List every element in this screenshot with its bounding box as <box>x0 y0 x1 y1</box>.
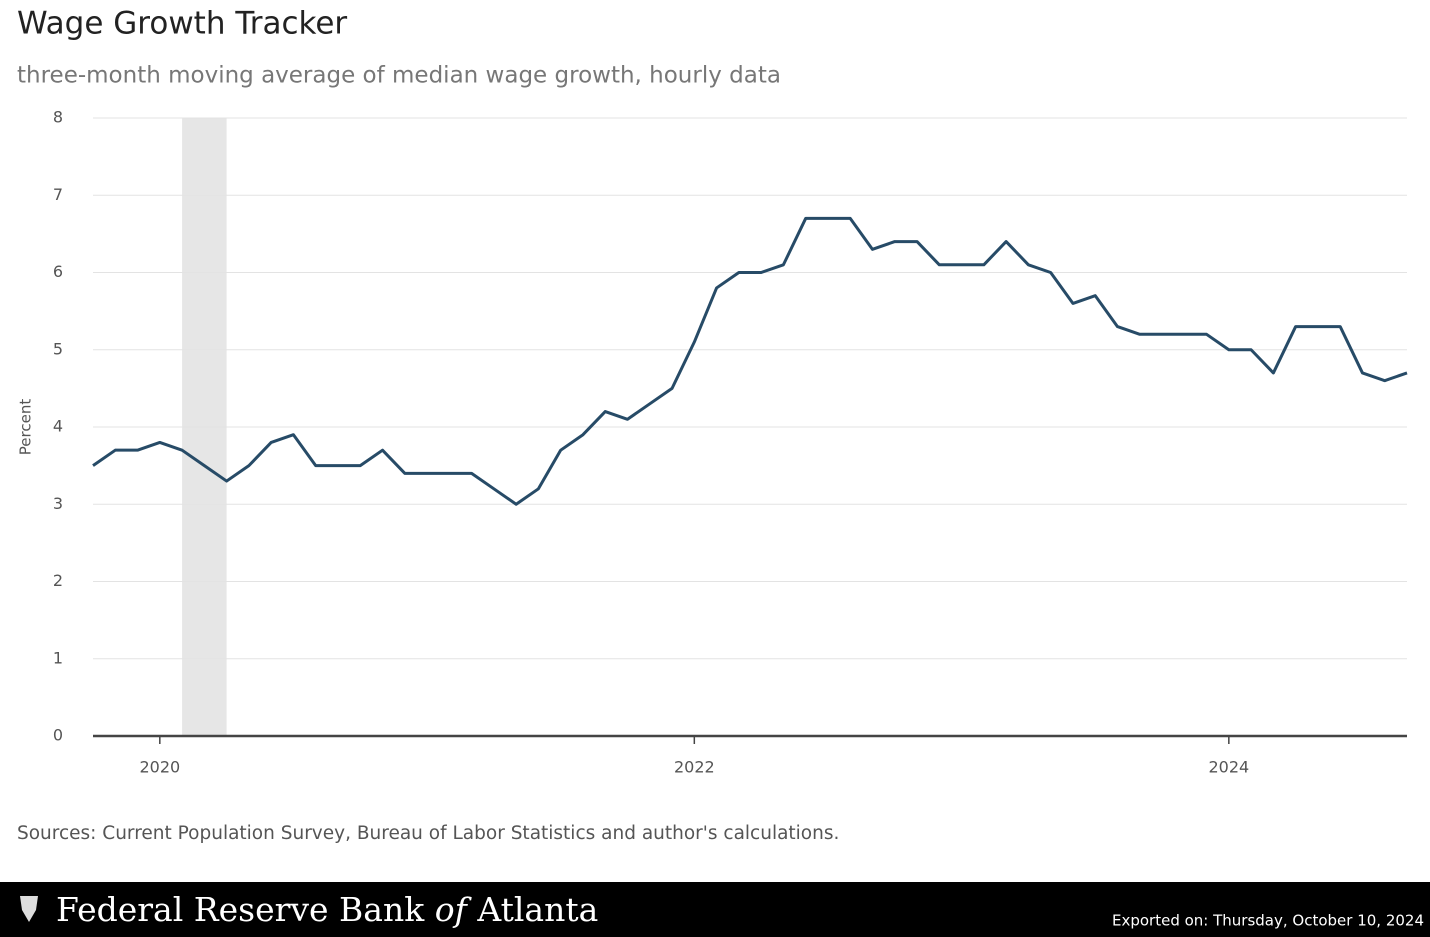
source-note: Sources: Current Population Survey, Bure… <box>17 823 839 844</box>
logo-part: of <box>435 890 473 929</box>
logo-icon <box>20 896 38 922</box>
y-tick-label: 4 <box>53 417 63 436</box>
y-tick-label: 7 <box>53 185 63 204</box>
footer-banner <box>0 882 1430 937</box>
chart-title: Wage Growth Tracker <box>17 6 347 42</box>
logo-part: Atlanta <box>476 890 598 929</box>
chart-subtitle: three-month moving average of median wag… <box>17 63 781 89</box>
y-tick-label: 3 <box>53 494 63 513</box>
y-axis-label: Percent <box>17 399 35 456</box>
x-tick-label: 2024 <box>1208 758 1249 777</box>
x-tick-label: 2022 <box>674 758 715 777</box>
y-tick-label: 5 <box>53 339 63 358</box>
y-tick-label: 6 <box>53 262 63 281</box>
x-tick-label: 2020 <box>139 758 180 777</box>
logo: Federal Reserve Bank of Atlanta <box>56 890 598 929</box>
data-line <box>92 216 1408 506</box>
y-tick-label: 2 <box>53 571 63 590</box>
y-tick-label: 1 <box>53 648 63 667</box>
logo-part: Federal Reserve Bank <box>56 890 425 929</box>
y-tick-label: 0 <box>53 726 63 745</box>
export-note: Exported on: Thursday, October 10, 2024 <box>1112 912 1424 930</box>
y-tick-label: 8 <box>53 108 63 127</box>
